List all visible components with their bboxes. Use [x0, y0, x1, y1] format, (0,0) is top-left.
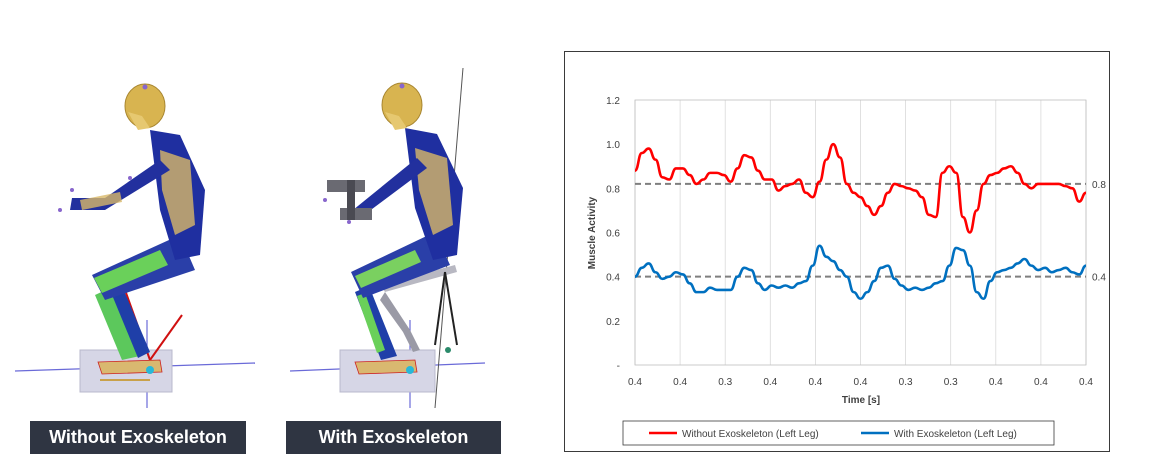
x-tick-label: 0.4	[763, 377, 777, 388]
reference-line-label: 0.8	[1092, 180, 1106, 191]
x-tick-label: 0.4	[1079, 377, 1093, 388]
reference-line-label: 0.4	[1092, 273, 1106, 284]
vertical-gridlines	[634, 100, 1087, 365]
y-tick-label: -	[617, 361, 620, 372]
caption-with-exoskeleton: With Exoskeleton	[286, 421, 501, 454]
muscle-activity-chart: 0.8 0.4 -0.2 0.4 0.6 0.8 1.0 1.2 0.4 0.4 0.3 0.4 0…	[564, 51, 1110, 452]
x-tick-label: 0.4	[1034, 377, 1048, 388]
x-axis-title: Time [s]	[842, 395, 880, 406]
y-tick-label: 0.6	[606, 229, 620, 240]
x-tick-label: 0.3	[899, 377, 913, 388]
x-tick-label: 0.4	[628, 377, 642, 388]
series-line-without-exoskeleton	[634, 142, 1087, 234]
plot-area	[634, 99, 1087, 366]
x-tick-label: 0.4	[854, 377, 868, 388]
legend-box	[622, 420, 1055, 446]
x-tick-label: 0.3	[718, 377, 732, 388]
x-tick-label: 0.4	[808, 377, 822, 388]
series-lines	[634, 142, 1087, 301]
x-axis-ticks: 0.4 0.4 0.3 0.4 0.4 0.4 0.3 0.3 0.4 0.4 0.4	[628, 377, 1093, 388]
y-tick-label: 0.8	[606, 184, 620, 195]
y-axis-title: Muscle Activity	[587, 196, 598, 269]
legend-label-without-exoskeleton: Without Exoskeleton (Left Leg)	[682, 429, 819, 440]
y-tick-label: 1.0	[606, 140, 620, 151]
x-tick-label: 0.4	[989, 377, 1003, 388]
y-tick-label: 0.2	[606, 317, 620, 328]
skeleton-figure-left	[14, 83, 256, 408]
legend-label-with-exoskeleton: With Exoskeleton (Left Leg)	[894, 429, 1017, 440]
y-tick-label: 0.4	[606, 273, 620, 284]
reference-lines: 0.8 0.4	[635, 180, 1106, 284]
series-line-with-exoskeleton	[634, 244, 1087, 301]
caption-without-exoskeleton: Without Exoskeleton	[30, 421, 246, 454]
x-tick-label: 0.3	[944, 377, 958, 388]
y-tick-label: 1.2	[606, 96, 620, 107]
chart-legend: Without Exoskeleton (Left Leg) With Exos…	[622, 420, 1055, 446]
chart-canvas: 0.80.4 -0.20.40.60.81.01.2 0.4 0.4 0.3 0.4 0…	[587, 96, 1106, 446]
musculoskeletal-model-with-exoskeleton	[285, 60, 510, 410]
skeleton-figure-right	[289, 67, 486, 409]
musculoskeletal-model-without-exoskeleton	[10, 60, 270, 410]
x-tick-label: 0.4	[673, 377, 687, 388]
y-axis-ticks: - 0.2 0.4 0.6 0.8 1.0 1.2	[606, 96, 620, 372]
